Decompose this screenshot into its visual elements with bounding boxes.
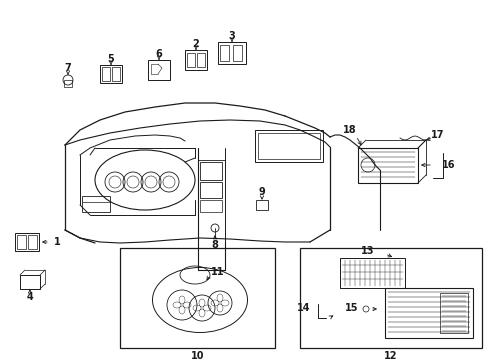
Bar <box>200 200 222 212</box>
Text: 7: 7 <box>64 63 71 73</box>
Bar <box>357 148 417 183</box>
Text: 2: 2 <box>192 39 199 49</box>
Bar <box>64 80 72 87</box>
Text: 13: 13 <box>361 246 374 256</box>
Bar <box>120 248 274 348</box>
Text: 10: 10 <box>190 351 204 360</box>
Text: 6: 6 <box>155 49 162 59</box>
Bar <box>200 182 222 198</box>
Bar <box>102 67 110 81</box>
Bar <box>100 65 122 83</box>
Text: 16: 16 <box>441 160 455 170</box>
Bar <box>439 293 467 333</box>
Bar <box>299 248 481 348</box>
Bar <box>232 45 242 61</box>
Bar <box>220 45 228 61</box>
Text: 3: 3 <box>228 31 235 41</box>
Text: 5: 5 <box>107 54 114 64</box>
Bar <box>339 258 404 288</box>
Text: 15: 15 <box>345 303 358 313</box>
Bar <box>256 200 267 210</box>
Bar <box>197 53 204 67</box>
Bar <box>17 235 26 249</box>
Text: 4: 4 <box>26 292 33 302</box>
Text: 8: 8 <box>211 240 218 250</box>
Bar <box>28 235 37 249</box>
Text: 1: 1 <box>54 237 60 247</box>
Text: 11: 11 <box>211 267 224 277</box>
Bar <box>254 130 323 162</box>
Bar <box>258 133 319 159</box>
Bar <box>20 275 40 289</box>
Bar <box>148 60 170 80</box>
Bar <box>184 50 206 70</box>
Bar <box>186 53 195 67</box>
Bar <box>82 196 110 212</box>
Text: 12: 12 <box>384 351 397 360</box>
Text: 17: 17 <box>430 130 444 140</box>
Bar <box>200 162 222 180</box>
Bar <box>112 67 120 81</box>
Bar <box>218 42 245 64</box>
Text: 9: 9 <box>258 187 265 197</box>
Bar <box>384 288 472 338</box>
Text: 14: 14 <box>297 303 310 313</box>
Text: 18: 18 <box>343 125 356 135</box>
Bar <box>15 233 39 251</box>
